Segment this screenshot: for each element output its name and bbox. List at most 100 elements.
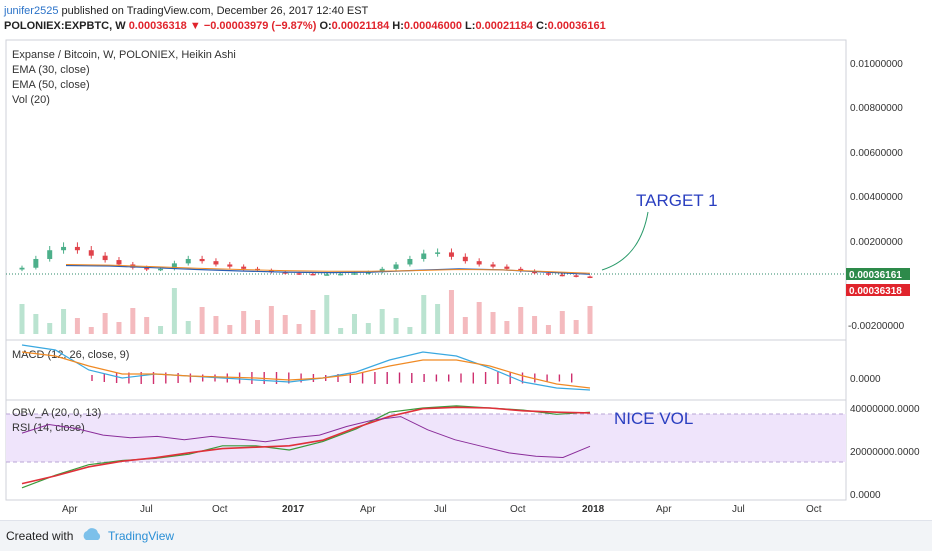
candle-body xyxy=(144,267,150,270)
candle-body xyxy=(365,272,371,274)
volume-bar xyxy=(421,295,427,334)
volume-bar xyxy=(227,325,233,334)
volume-bar xyxy=(74,318,80,334)
volume-bar xyxy=(435,304,441,334)
candle-body xyxy=(421,253,427,259)
candle-body xyxy=(19,267,25,270)
volume-bar xyxy=(268,306,274,334)
tradingview-cloud-icon xyxy=(83,528,101,540)
volume-bar xyxy=(448,290,454,334)
candle-body xyxy=(88,250,94,256)
volume-bar xyxy=(33,314,39,334)
volume-bar xyxy=(365,323,371,334)
candle-body xyxy=(351,273,357,275)
volume-bar xyxy=(158,326,164,334)
volume-bar xyxy=(518,307,524,334)
close-label: C: xyxy=(536,20,548,32)
nice-vol-annotation[interactable]: NICE VOL xyxy=(614,409,693,428)
volume-bar xyxy=(310,310,316,334)
volume-bar xyxy=(338,328,344,334)
price-change: −0.00003979 (−9.87%) xyxy=(203,20,317,32)
target-curve[interactable] xyxy=(601,211,649,271)
x-tick-label: Apr xyxy=(656,504,672,515)
volume-bar xyxy=(573,320,579,334)
volume-bar xyxy=(255,320,261,334)
x-tick-label: Oct xyxy=(806,504,822,515)
candle-body xyxy=(158,268,164,271)
candle-body xyxy=(199,258,205,262)
tradingview-link[interactable]: TradingView xyxy=(108,529,175,543)
candle-body xyxy=(33,258,39,268)
candle-body xyxy=(407,258,413,265)
candle-body xyxy=(587,276,593,278)
candle-body xyxy=(171,263,177,269)
x-tick-label: Oct xyxy=(510,504,526,515)
price-pane[interactable] xyxy=(5,39,847,341)
high-label: H: xyxy=(392,20,404,32)
volume-bar xyxy=(379,309,385,334)
last-price-badge xyxy=(846,284,910,296)
candle-body xyxy=(518,268,524,272)
y-tick-label: -0.00200000 xyxy=(848,321,905,332)
open-label: O: xyxy=(319,20,332,32)
volume-bar xyxy=(116,322,122,334)
volume-bar xyxy=(185,321,191,334)
username-link[interactable]: junifer2525 xyxy=(4,5,59,17)
volume-bar xyxy=(545,325,551,334)
obv-y-tick-label: 40000000.0000 xyxy=(850,404,920,415)
close-price-badge xyxy=(846,268,910,280)
obv-signal-line xyxy=(21,406,591,485)
rsi-line xyxy=(21,416,591,459)
volume-bar xyxy=(47,323,53,334)
candle-body xyxy=(185,258,191,264)
footer-bar: Created with TradingView xyxy=(0,520,932,551)
x-tick-label: Apr xyxy=(360,504,376,515)
vol-legend: Vol (20) xyxy=(12,94,50,106)
target-annotation[interactable]: TARGET 1 xyxy=(636,191,718,210)
candle-body xyxy=(435,252,441,254)
volume-bar xyxy=(476,302,482,334)
open-value: 0.00021184 xyxy=(331,20,390,32)
macd-pane[interactable] xyxy=(5,339,847,401)
candle-body xyxy=(545,273,551,275)
candle-body xyxy=(213,261,219,265)
volume-bar xyxy=(88,327,94,334)
ohlc-line: POLONIEX:EXPBTC, W 0.00036318 ▼ −0.00003… xyxy=(4,19,928,34)
close-price-badge-text: 0.00036161 xyxy=(849,270,902,281)
candle-body xyxy=(74,246,80,251)
x-tick-label: Oct xyxy=(212,504,228,515)
chart-header: junifer2525 published on TradingView.com… xyxy=(4,4,928,34)
candle-body xyxy=(504,266,510,269)
candle-body xyxy=(296,273,302,275)
candle-body xyxy=(490,264,496,267)
last-price: 0.00036318 xyxy=(128,20,187,32)
y-tick-label: 0.00800000 xyxy=(850,103,903,114)
candle-body xyxy=(462,256,468,262)
volume-bar xyxy=(199,307,205,334)
ema50-legend: EMA (50, close) xyxy=(12,79,90,91)
volume-bar xyxy=(296,324,302,334)
volume-bar xyxy=(144,317,150,334)
candle-body xyxy=(61,246,67,251)
candle-body xyxy=(379,268,385,273)
close-value: 0.00036161 xyxy=(547,20,606,32)
volume-bar xyxy=(490,312,496,334)
candle-body xyxy=(532,271,538,274)
volume-bar xyxy=(393,318,399,334)
last-price-badge-text: 0.00036318 xyxy=(849,286,902,297)
y-tick-label: 0.00200000 xyxy=(850,237,903,248)
candle-body xyxy=(448,252,454,257)
volume-bar xyxy=(241,311,247,334)
candle-body xyxy=(324,274,330,276)
down-arrow-icon: ▼ xyxy=(189,20,201,32)
volume-bar xyxy=(19,304,25,334)
x-tick-label: Apr xyxy=(62,504,78,515)
volume-bar xyxy=(532,316,538,334)
candle-body xyxy=(559,274,565,277)
chart-canvas[interactable]: 0.01000000 0.00800000 0.00600000 0.00400… xyxy=(0,36,932,520)
ema30-legend: EMA (30, close) xyxy=(12,64,90,76)
macd-line xyxy=(21,344,591,391)
macd-y-tick-label: 0.0000 xyxy=(850,374,881,385)
candle-body xyxy=(282,272,288,274)
volume-bar xyxy=(282,315,288,334)
